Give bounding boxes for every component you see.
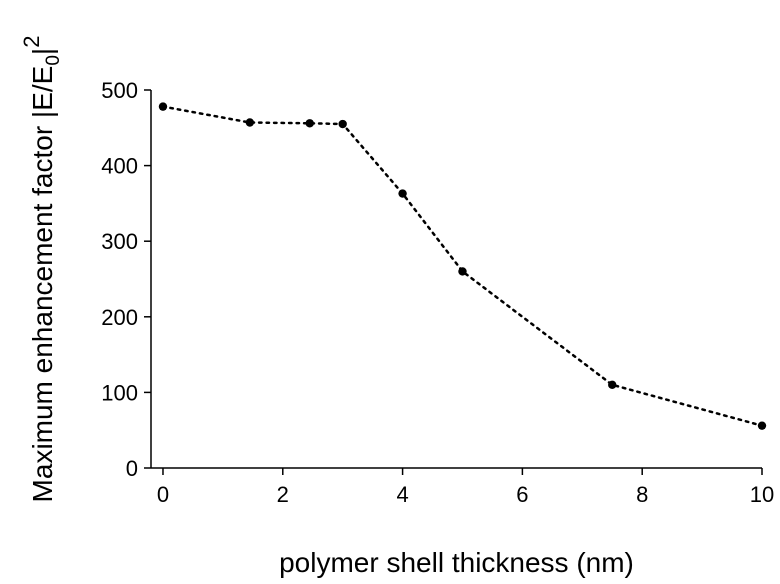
series-line (161, 105, 764, 427)
x-tick-label: 4 (396, 482, 408, 507)
x-tick-label: 6 (516, 482, 528, 507)
data-point (398, 189, 407, 198)
y-tick-label: 400 (101, 154, 138, 179)
data-point (338, 119, 347, 129)
y-axis-label: Maximum enhancement factor |E/E0|2 (19, 36, 64, 503)
axes (150, 90, 762, 469)
data-point (158, 102, 168, 111)
data-point (458, 267, 467, 276)
x-axis-label: polymer shell thickness (nm) (279, 547, 634, 578)
x-tick-label: 10 (750, 482, 774, 507)
y-tick-label: 100 (101, 380, 138, 405)
data-point (305, 119, 314, 128)
y-tick-label: 0 (126, 456, 138, 481)
y-axis-label-tail: | (27, 48, 58, 55)
plot-area (158, 102, 767, 430)
y-tick-label: 300 (101, 229, 138, 254)
y-tick-label: 500 (101, 78, 138, 103)
data-point (608, 380, 617, 390)
data-point (757, 421, 767, 430)
ticks: 0 100 200 300 400 500 0 2 4 6 8 10 (101, 78, 774, 507)
y-tick-label: 200 (101, 305, 138, 330)
y-axis-label-sub: 0 (43, 55, 64, 66)
y-axis-label-sup: 2 (19, 36, 44, 48)
x-tick-label: 0 (157, 482, 169, 507)
x-tick-label: 8 (636, 482, 648, 507)
x-tick-label: 2 (277, 482, 289, 507)
data-point (245, 118, 255, 127)
y-axis-label-main: Maximum enhancement factor |E/E (27, 66, 58, 503)
